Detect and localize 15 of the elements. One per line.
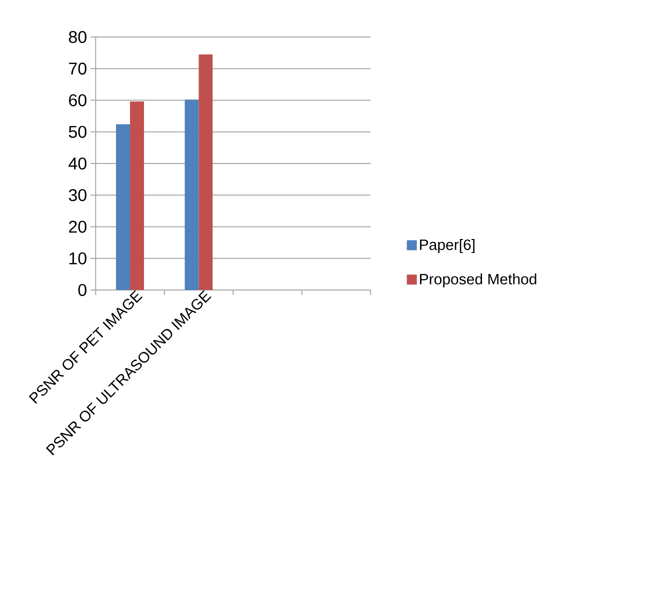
y-tick-label: 70 <box>69 62 86 75</box>
bar <box>130 102 144 290</box>
legend-label: Proposed Method <box>420 273 536 288</box>
y-tick-label: 80 <box>68 30 86 44</box>
y-tick-label: 60 <box>69 94 86 106</box>
y-tick-label: 0 <box>78 284 86 296</box>
y-tick-label: 40 <box>68 157 86 170</box>
y-tick-label: 30 <box>68 189 86 202</box>
legend-label: Paper[6] <box>420 239 474 254</box>
y-tick-label: 50 <box>68 126 86 138</box>
bar <box>184 100 199 290</box>
bar <box>116 124 130 290</box>
bar <box>198 54 213 290</box>
y-tick-label: 10 <box>69 252 86 264</box>
y-tick-label: 20 <box>69 220 86 233</box>
